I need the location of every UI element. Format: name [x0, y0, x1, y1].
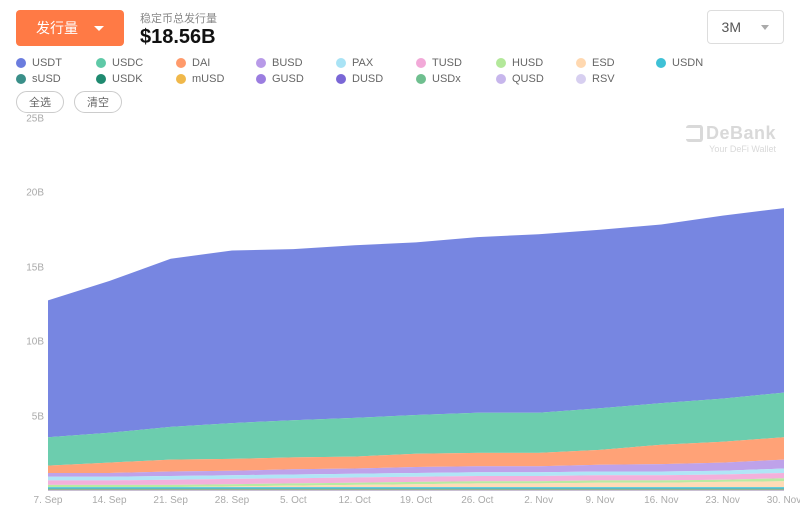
x-tick: 26. Oct	[461, 495, 493, 506]
clear-button[interactable]: 清空	[74, 91, 122, 113]
x-tick: 14. Sep	[92, 495, 126, 506]
chevron-down-icon	[761, 25, 769, 30]
series-area-usdn	[48, 487, 784, 489]
legend-label: USDx	[432, 73, 461, 85]
legend-dot-icon	[656, 58, 666, 68]
legend-dot-icon	[256, 58, 266, 68]
legend-label: USDK	[112, 73, 143, 85]
period-selected-label: 3M	[722, 19, 741, 35]
legend-item-susd[interactable]: sUSD	[16, 73, 96, 85]
issuance-dropdown-button[interactable]: 发行量	[16, 10, 124, 46]
legend-item-qusd[interactable]: QUSD	[496, 73, 576, 85]
series-area-susd	[48, 489, 784, 490]
legend-dot-icon	[16, 58, 26, 68]
x-axis: 7. Sep14. Sep21. Sep28. Sep5. Oct12. Oct…	[48, 495, 784, 511]
legend-dot-icon	[496, 58, 506, 68]
y-tick: 25B	[26, 114, 44, 125]
y-tick: 10B	[26, 337, 44, 348]
x-tick: 28. Sep	[215, 495, 249, 506]
legend-dot-icon	[416, 74, 426, 84]
legend-label: GUSD	[272, 73, 304, 85]
chevron-down-icon	[94, 26, 104, 31]
legend-item-usdn[interactable]: USDN	[656, 57, 736, 69]
legend-dot-icon	[576, 74, 586, 84]
period-select[interactable]: 3M	[707, 10, 784, 44]
x-tick: 9. Nov	[586, 495, 615, 506]
header-title-block: 稳定币总发行量 $18.56B	[140, 10, 217, 49]
legend: USDT USDC DAI BUSD PAX TUSD HUSD ESD USDN sUSD USD…	[0, 49, 800, 89]
y-tick: 15B	[26, 262, 44, 273]
legend-item-busd[interactable]: BUSD	[256, 57, 336, 69]
legend-item-rsv[interactable]: RSV	[576, 73, 656, 85]
issuance-button-label: 发行量	[36, 18, 78, 38]
legend-dot-icon	[176, 58, 186, 68]
legend-item-esd[interactable]: ESD	[576, 57, 656, 69]
total-value: $18.56B	[140, 26, 217, 49]
x-tick: 30. Nov	[767, 495, 800, 506]
legend-label: ESD	[592, 57, 615, 69]
x-tick: 23. Nov	[705, 495, 739, 506]
legend-item-usdk[interactable]: USDK	[96, 73, 176, 85]
x-tick: 19. Oct	[400, 495, 432, 506]
legend-dot-icon	[16, 74, 26, 84]
legend-label: mUSD	[192, 73, 224, 85]
y-tick: 5B	[32, 411, 44, 422]
legend-dot-icon	[336, 58, 346, 68]
legend-label: QUSD	[512, 73, 544, 85]
legend-item-dusd[interactable]: DUSD	[336, 73, 416, 85]
legend-label: DAI	[192, 57, 210, 69]
legend-item-husd[interactable]: HUSD	[496, 57, 576, 69]
chart-area: DeBank Your DeFi Wallet 5B10B15B20B25B 7…	[0, 119, 800, 517]
legend-label: DUSD	[352, 73, 383, 85]
legend-label: BUSD	[272, 57, 303, 69]
legend-item-usdx[interactable]: USDx	[416, 73, 496, 85]
legend-label: sUSD	[32, 73, 61, 85]
legend-item-gusd[interactable]: GUSD	[256, 73, 336, 85]
legend-label: HUSD	[512, 57, 543, 69]
legend-item-dai[interactable]: DAI	[176, 57, 256, 69]
x-tick: 21. Sep	[153, 495, 187, 506]
subtitle: 稳定币总发行量	[140, 10, 217, 26]
select-all-button[interactable]: 全选	[16, 91, 64, 113]
legend-dot-icon	[416, 58, 426, 68]
legend-dot-icon	[336, 74, 346, 84]
x-tick: 12. Oct	[339, 495, 371, 506]
legend-item-musd[interactable]: mUSD	[176, 73, 256, 85]
y-tick: 20B	[26, 188, 44, 199]
legend-dot-icon	[176, 74, 186, 84]
legend-dot-icon	[496, 74, 506, 84]
legend-dot-icon	[96, 58, 106, 68]
x-tick: 16. Nov	[644, 495, 678, 506]
y-axis: 5B10B15B20B25B	[8, 119, 44, 491]
legend-label: RSV	[592, 73, 615, 85]
stacked-area-plot	[48, 119, 784, 491]
legend-label: USDN	[672, 57, 703, 69]
legend-label: USDC	[112, 57, 143, 69]
legend-label: PAX	[352, 57, 373, 69]
legend-dot-icon	[256, 74, 266, 84]
legend-item-tusd[interactable]: TUSD	[416, 57, 496, 69]
legend-item-usdc[interactable]: USDC	[96, 57, 176, 69]
series-area-musd	[48, 490, 784, 491]
x-tick: 7. Sep	[34, 495, 63, 506]
legend-label: USDT	[32, 57, 62, 69]
x-tick: 5. Oct	[280, 495, 307, 506]
legend-item-usdt[interactable]: USDT	[16, 57, 96, 69]
x-tick: 2. Nov	[524, 495, 553, 506]
legend-label: TUSD	[432, 57, 462, 69]
legend-dot-icon	[96, 74, 106, 84]
legend-dot-icon	[576, 58, 586, 68]
legend-item-pax[interactable]: PAX	[336, 57, 416, 69]
